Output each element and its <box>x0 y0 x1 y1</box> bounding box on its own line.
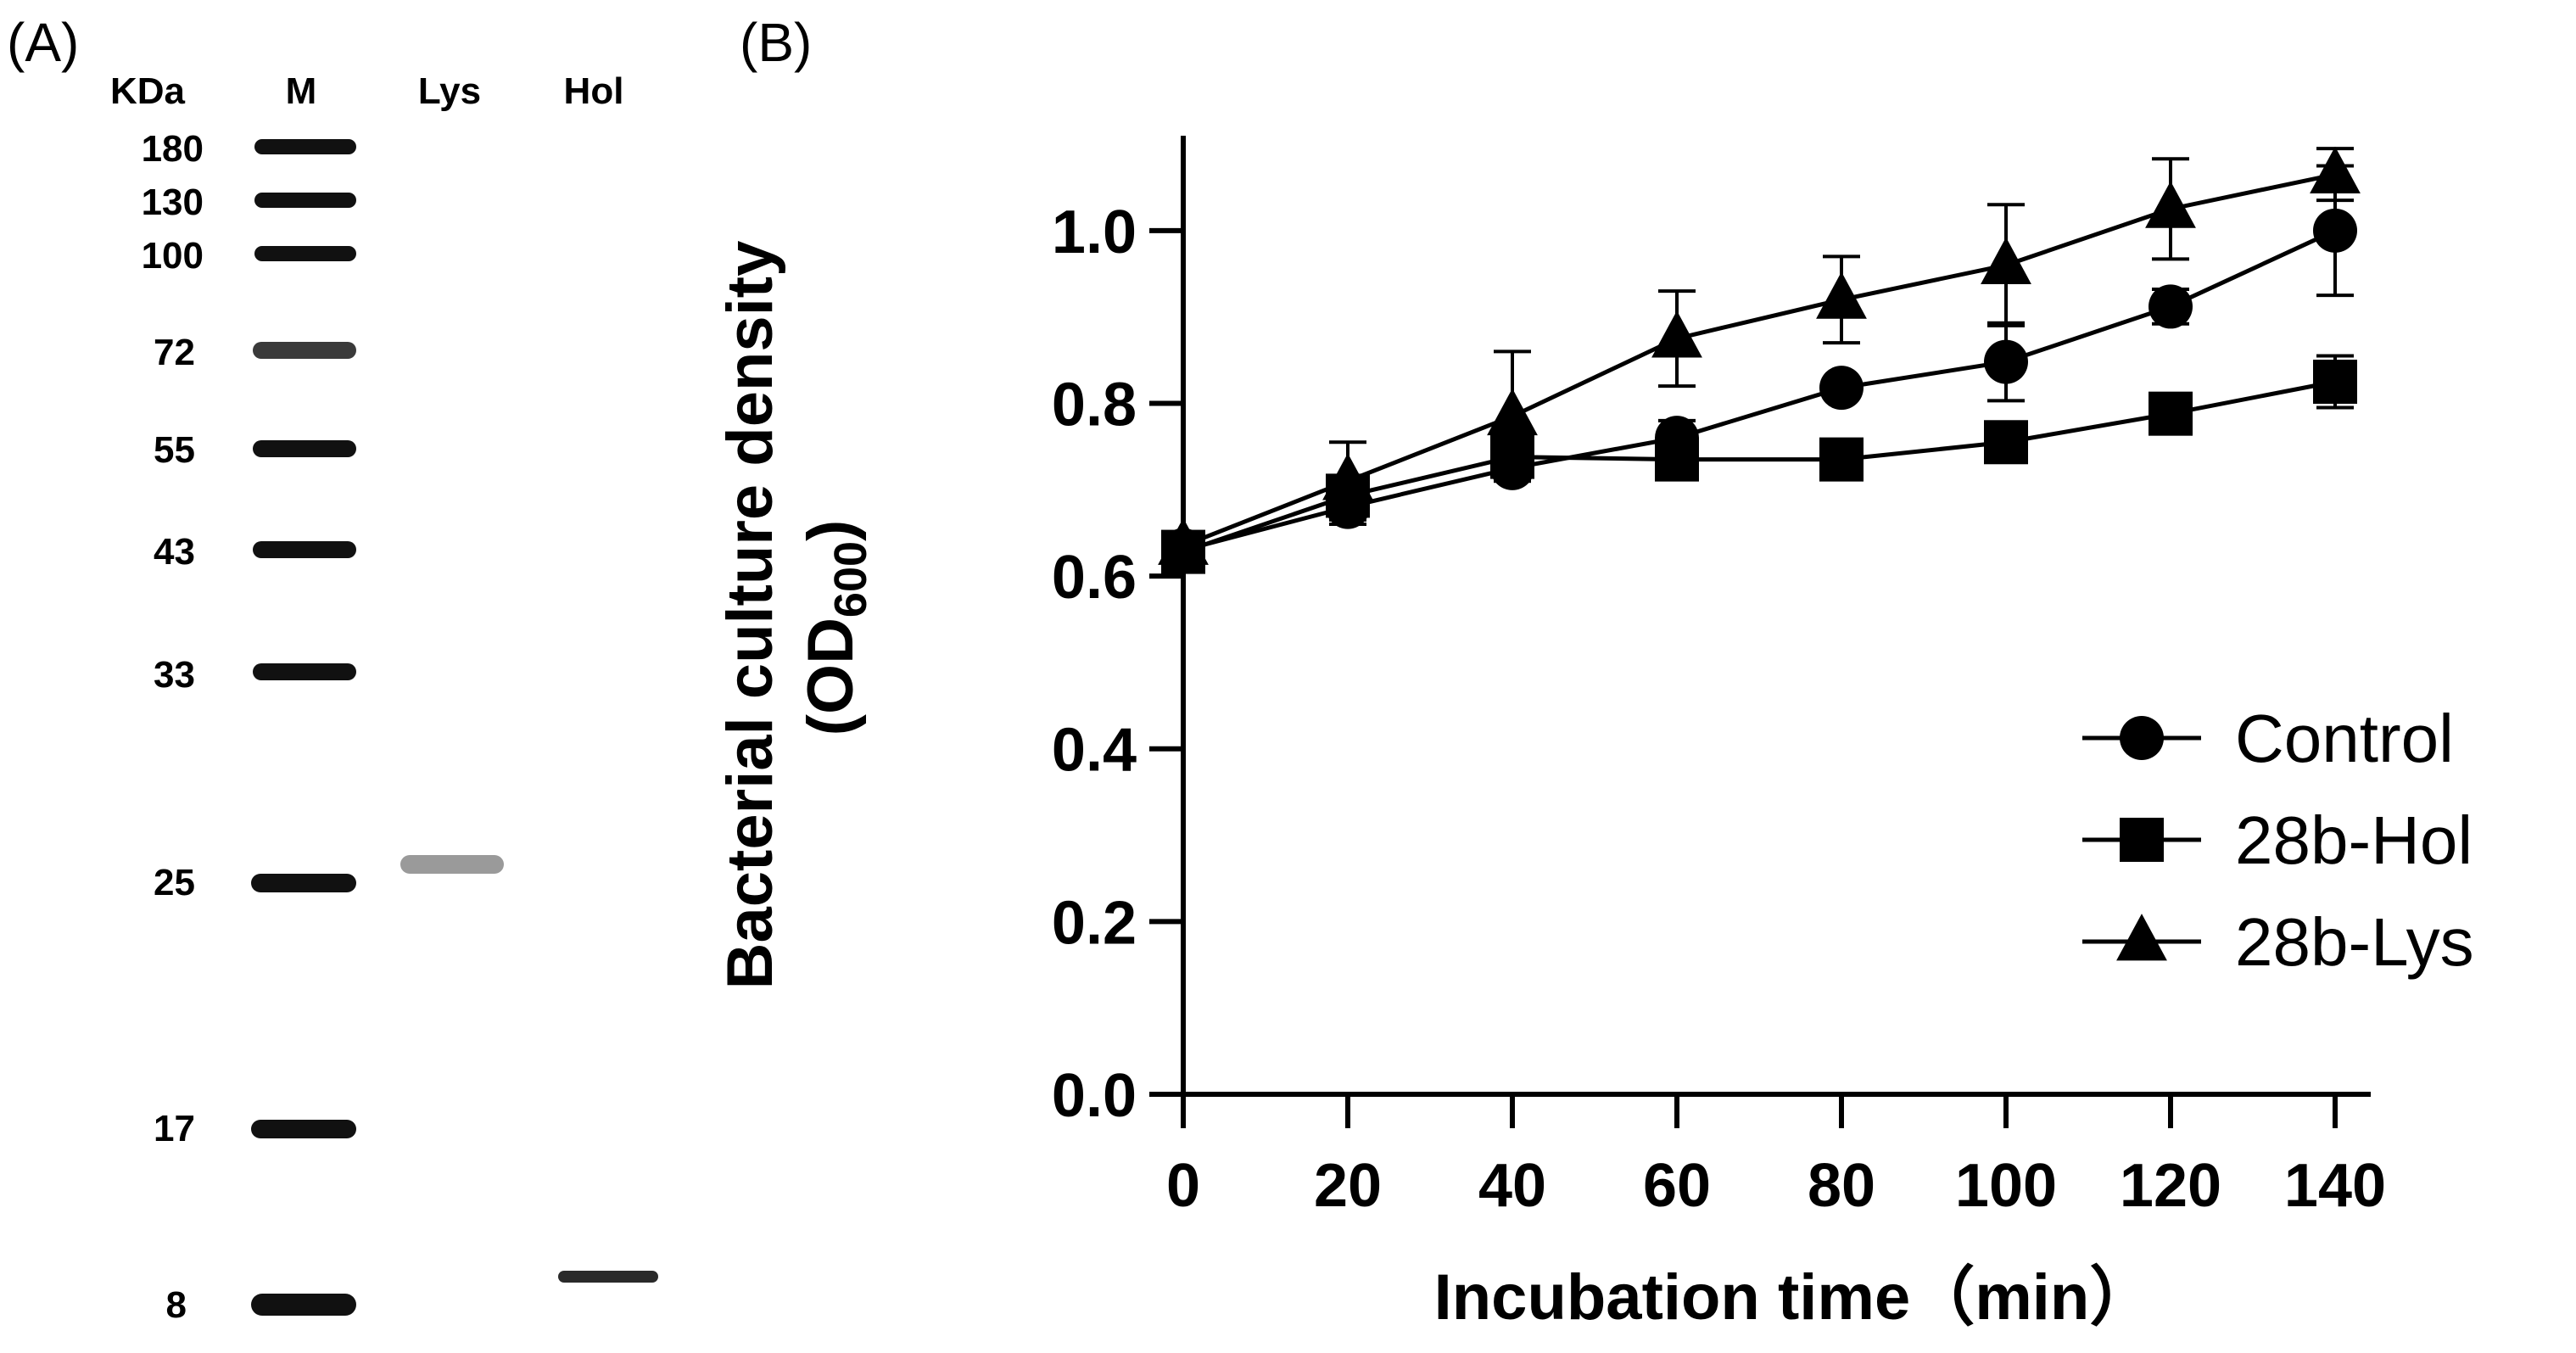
legend: Control 28b-Hol 28b-Lys <box>2082 701 2474 980</box>
marker-band <box>253 541 356 558</box>
x-axis-label: Incubation time（min） <box>1434 1261 2154 1333</box>
y-tick-label: 0.8 <box>1052 371 1137 439</box>
gel-image: (A) KDa M Lys Hol 180 130 100 72 55 43 3… <box>7 12 658 1326</box>
y-tick-label: 1.0 <box>1052 198 1137 266</box>
y-axis-unit-close: ) <box>795 520 867 541</box>
data-point <box>1655 437 1699 482</box>
x-tick-label: 20 <box>1314 1152 1382 1220</box>
marker-band <box>251 1294 356 1316</box>
data-point <box>1651 310 1702 358</box>
data-point <box>2313 208 2357 253</box>
y-tick-label: 0.4 <box>1052 717 1137 785</box>
panel-label-b: (B) <box>740 12 812 73</box>
gel-panel: (A) KDa M Lys Hol 180 130 100 72 55 43 3… <box>0 0 696 1349</box>
gel-lane-label-m: M <box>286 70 317 112</box>
y-tick-label: 0.2 <box>1052 889 1137 957</box>
marker-size-label: 17 <box>154 1108 195 1149</box>
data-point <box>2149 284 2193 329</box>
data-point <box>1158 517 1209 565</box>
y-tick-label: 0.0 <box>1052 1062 1137 1130</box>
marker-size-label: 43 <box>154 531 195 573</box>
legend-label: 28b-Hol <box>2235 802 2473 878</box>
legend-label: Control <box>2235 701 2454 776</box>
legend-label: 28b-Lys <box>2235 904 2474 980</box>
marker-size-label: 25 <box>154 862 195 903</box>
svg-text:(OD600): (OD600) <box>795 520 876 736</box>
legend-item: 28b-Hol <box>2082 802 2473 878</box>
marker-band <box>254 246 356 261</box>
marker-size-label: 180 <box>142 128 204 170</box>
marker-band <box>254 139 356 154</box>
x-tick-label: 40 <box>1478 1152 1546 1220</box>
data-point <box>2313 360 2357 404</box>
y-axis-ticks: 0.0 0.2 0.4 0.6 0.8 1.0 <box>1052 198 1183 1130</box>
marker-size-label: 55 <box>154 429 195 471</box>
marker-size-label: 33 <box>154 654 195 696</box>
data-point <box>1984 339 2028 384</box>
series-line <box>1182 172 2336 548</box>
marker-size-label: 130 <box>142 182 204 223</box>
data-point <box>1984 420 2028 465</box>
data-point <box>1819 437 1864 482</box>
marker-band <box>253 440 356 457</box>
marker-band <box>251 874 356 892</box>
line-chart-panel: (B) Bacterial culture density (OD600) 0.… <box>696 0 2576 1349</box>
y-axis-subtitle: (OD600) <box>795 520 876 736</box>
marker-size-label: 72 <box>154 332 195 373</box>
series-line <box>1182 379 2336 554</box>
x-tick-label: 140 <box>2284 1152 2386 1220</box>
y-axis-unit-subscript: 600 <box>825 541 876 618</box>
data-point <box>2310 146 2361 194</box>
legend-marker <box>2120 818 2164 862</box>
data-point <box>1819 366 1864 411</box>
y-tick-label: 0.6 <box>1052 544 1137 612</box>
gel-unit-label: KDa <box>110 70 186 112</box>
series-28b-hol <box>1161 354 2357 574</box>
series-line <box>1182 228 2337 552</box>
marker-band <box>253 663 356 680</box>
panel-label-a: (A) <box>7 12 79 73</box>
lys-sample-band <box>400 855 504 874</box>
marker-size-label: 8 <box>166 1284 187 1326</box>
data-point <box>2149 391 2193 436</box>
y-axis-label: Bacterial culture density <box>714 241 786 990</box>
line-chart: (B) Bacterial culture density (OD600) 0.… <box>714 12 2474 1333</box>
marker-band <box>253 342 356 359</box>
gel-lane-label-lys: Lys <box>418 70 481 112</box>
gel-lane-label-hol: Hol <box>564 70 624 112</box>
x-tick-label: 0 <box>1166 1152 1200 1220</box>
series-layer <box>1158 146 2361 574</box>
data-point <box>1487 388 1538 436</box>
data-point <box>1816 271 1867 319</box>
data-point <box>1322 453 1373 500</box>
x-tick-label: 80 <box>1808 1152 1875 1220</box>
data-point <box>2145 181 2196 228</box>
x-tick-label: 60 <box>1643 1152 1711 1220</box>
x-tick-label: 100 <box>1955 1152 2057 1220</box>
legend-item: 28b-Lys <box>2082 904 2474 980</box>
y-axis-title: Bacterial culture density <box>714 241 786 990</box>
legend-item: Control <box>2082 701 2454 776</box>
marker-band <box>251 1120 356 1138</box>
marker-lane <box>251 139 356 1316</box>
x-tick-label: 120 <box>2120 1152 2221 1220</box>
y-axis-unit-label: (OD <box>795 618 867 735</box>
hol-sample-band <box>558 1271 658 1283</box>
marker-band <box>254 193 356 208</box>
legend-marker <box>2120 716 2164 760</box>
x-axis-ticks: 0 20 40 60 80 100 120 140 <box>1166 1094 2386 1220</box>
data-point <box>1981 237 2031 284</box>
marker-size-label: 100 <box>142 235 204 277</box>
series-28b-lys <box>1158 146 2361 565</box>
legend-marker <box>2116 914 2167 961</box>
